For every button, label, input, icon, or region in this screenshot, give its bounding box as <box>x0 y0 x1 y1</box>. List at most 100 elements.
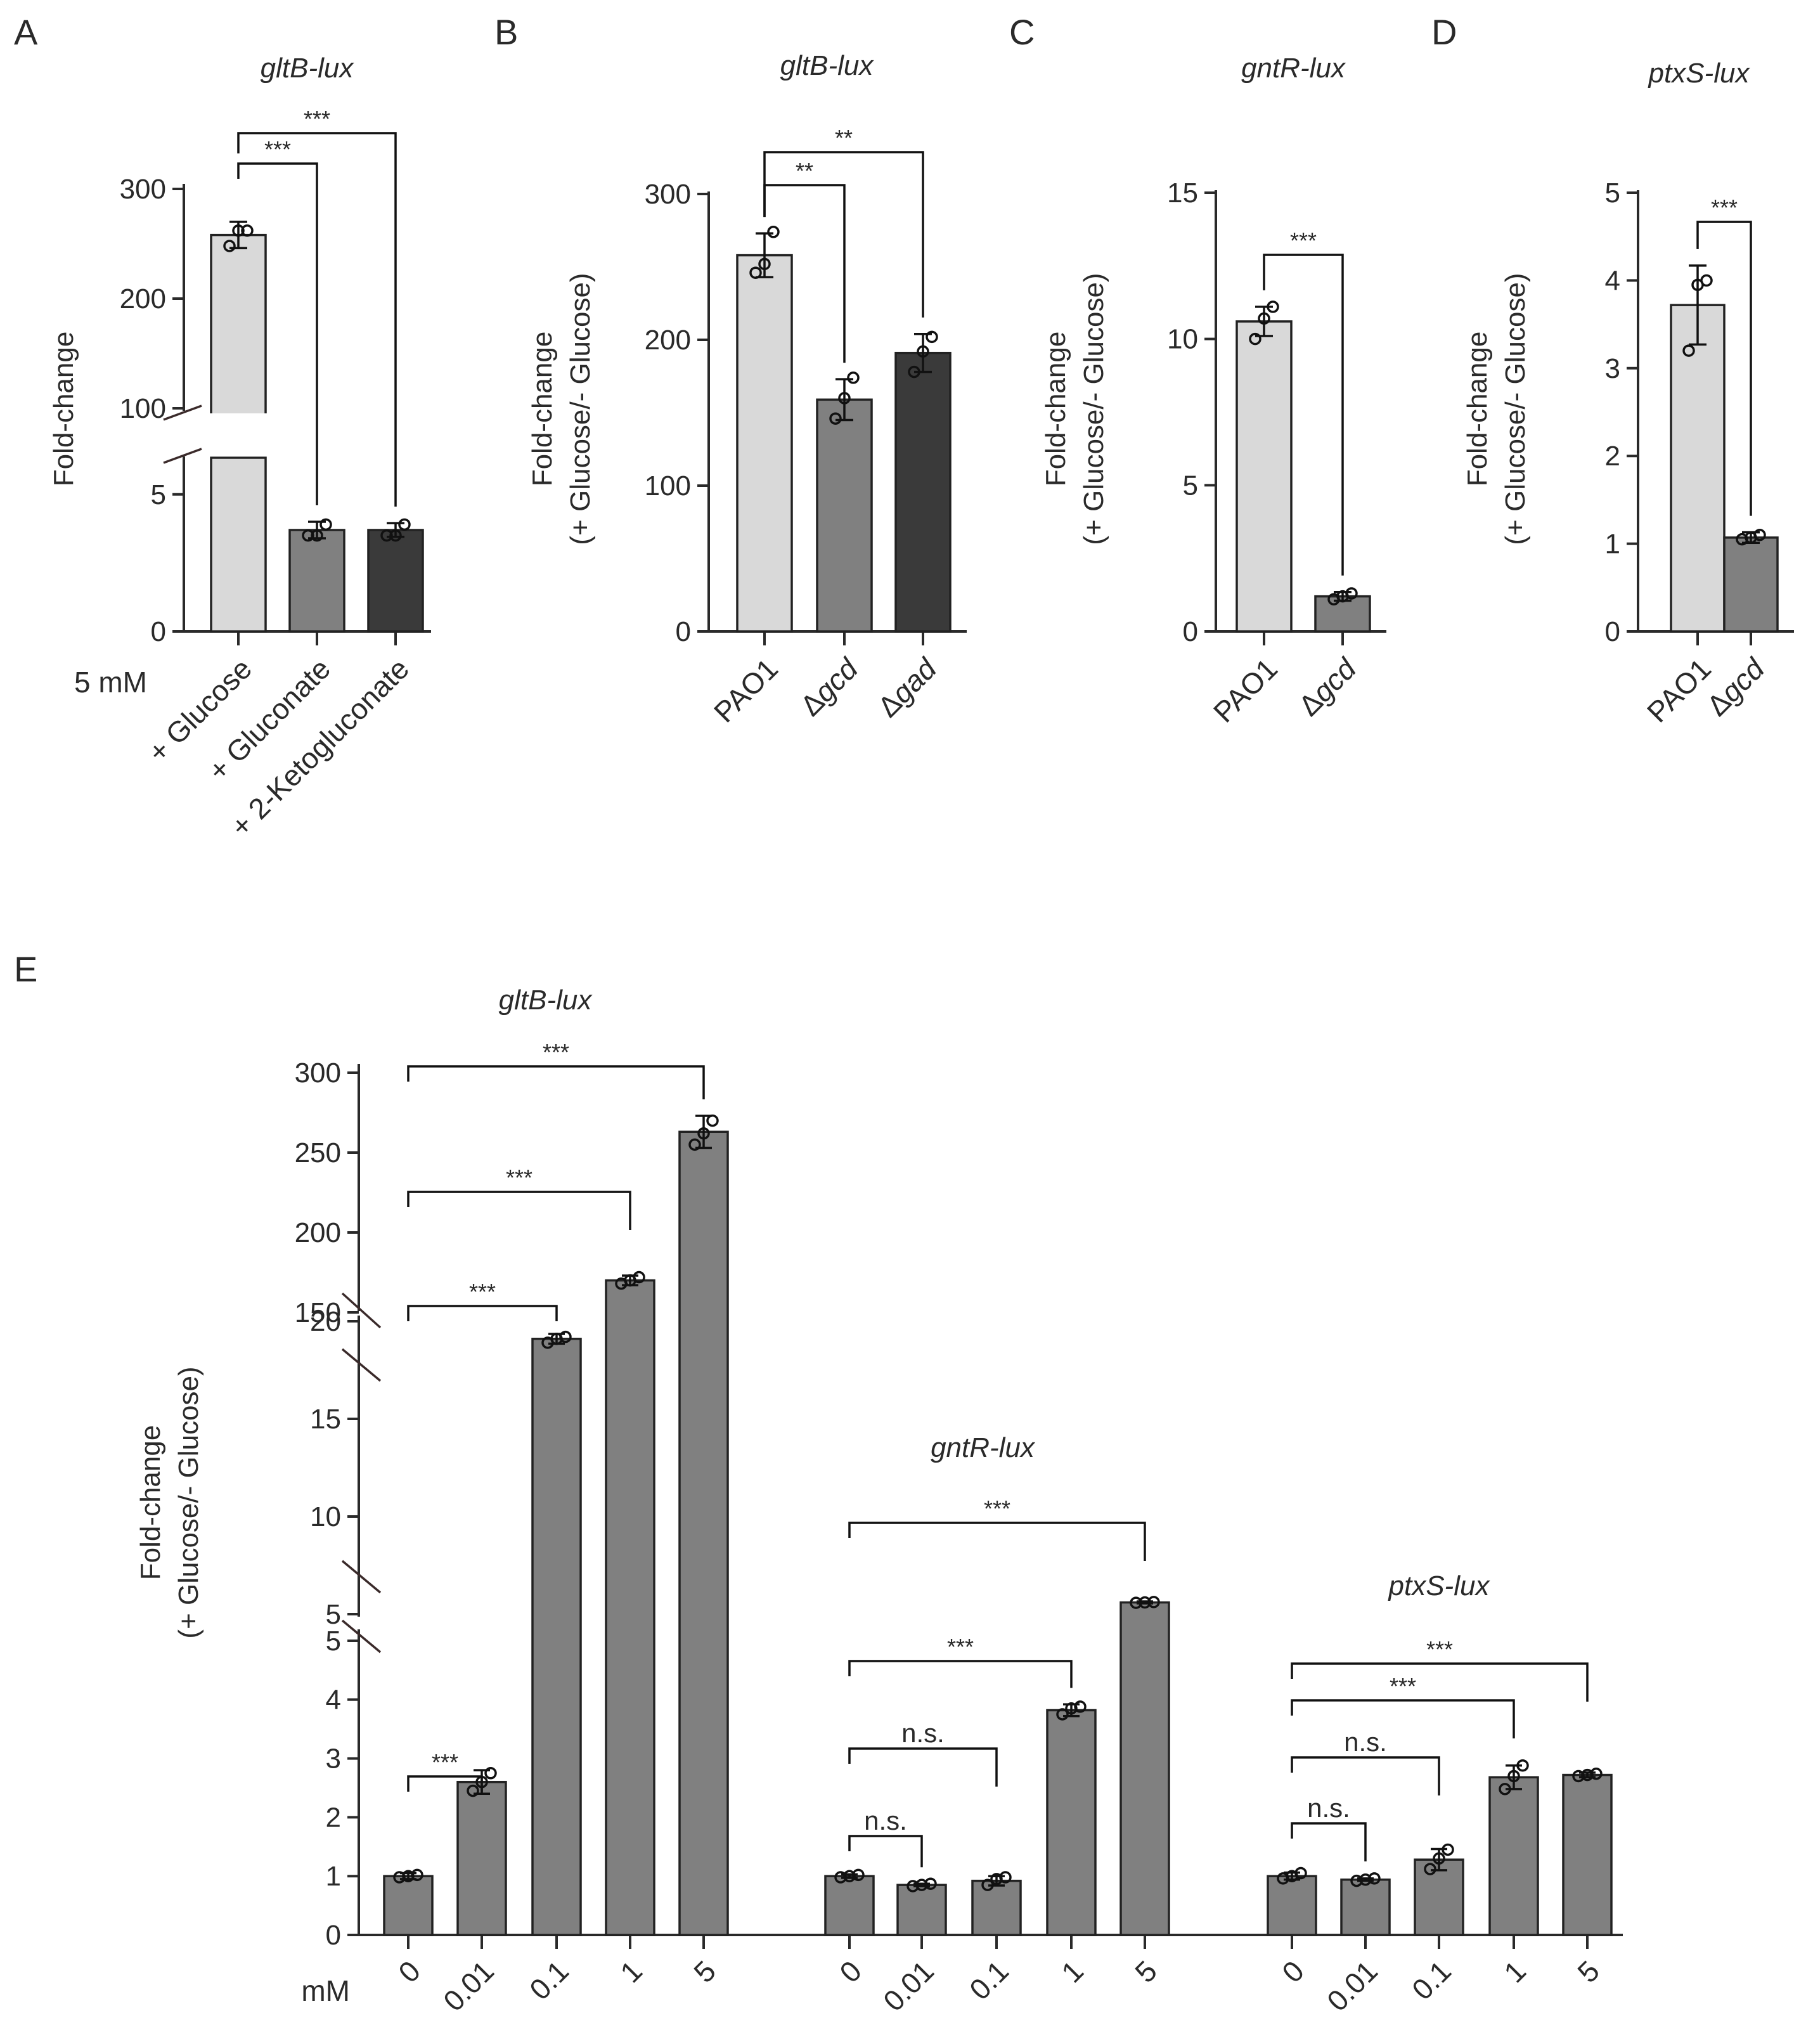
pD-ylabel-line: Fold-change <box>1462 332 1493 487</box>
pE-x-unit-label: mM <box>301 1974 350 2007</box>
pE-bar <box>1340 1879 1391 1936</box>
pE-ytick-label: 5 <box>326 1599 341 1630</box>
pC-category-label: PAO1 <box>1207 652 1284 728</box>
pD-ytick-label: 3 <box>1605 353 1620 384</box>
pA-point <box>241 224 254 237</box>
pE-bar <box>605 1279 655 1936</box>
pB-bar <box>736 254 793 633</box>
pE-series-title: gntR-lux <box>931 1432 1036 1463</box>
pC-ytick-label: 15 <box>1167 178 1198 209</box>
pE-significance-line <box>1291 1756 1440 1795</box>
pB-ylabel: Fold-change (+ Glucose/- Glucose) <box>527 273 596 545</box>
pD-ylabel-line: (+ Glucose/- Glucose) <box>1500 273 1531 545</box>
pE-category-label: 1 <box>1055 1954 1090 1989</box>
pC-point <box>1258 312 1270 325</box>
pE-point <box>1139 1596 1151 1609</box>
pC-point <box>1267 301 1279 313</box>
pB-category-label: Δgcd <box>794 651 865 722</box>
pE-significance-line <box>848 1660 1073 1688</box>
pE-bar <box>1414 1858 1464 1936</box>
pE-errorbar <box>1284 1871 1300 1881</box>
pE-ytick-label: 250 <box>295 1137 341 1168</box>
panel-label-e: E <box>14 949 37 989</box>
pD-ytick-label: 1 <box>1605 529 1620 560</box>
pE-bar <box>456 1780 507 1936</box>
pE-point <box>1294 1866 1307 1880</box>
pA-ylabel-line: Fold-change <box>48 332 79 487</box>
pA-point <box>232 224 245 237</box>
pD-ytick-label: 4 <box>1605 265 1620 296</box>
pB-ylabel-line: (+ Glucose/- Glucose) <box>565 273 596 545</box>
pA-bar-upper <box>210 233 267 417</box>
pB-bar <box>816 398 873 633</box>
pE-significance-label: *** <box>506 1165 532 1191</box>
pE-significance-line <box>848 1522 1146 1561</box>
pD-ylabel: Fold-change (+ Glucose/- Glucose) <box>1462 273 1531 545</box>
pA-bar <box>367 529 424 633</box>
panel-label-c: C <box>1009 12 1035 52</box>
pE-significance-label: *** <box>543 1039 569 1065</box>
pA-point <box>398 518 411 531</box>
pE-significance-line <box>407 1775 483 1792</box>
pE-category-label: 0.1 <box>523 1954 575 2006</box>
pD-significance-line <box>1696 221 1752 516</box>
pC-point <box>1249 332 1261 346</box>
pD-significance-label: *** <box>1711 195 1738 221</box>
pE-category-label: 5 <box>687 1954 722 1989</box>
pE-bar <box>678 1130 729 1936</box>
pE-bar <box>1046 1709 1097 1936</box>
pE-significance-line <box>1291 1662 1589 1702</box>
pE-point <box>1590 1767 1603 1780</box>
pB-significance-label: ** <box>796 158 813 184</box>
pE-point <box>999 1871 1012 1884</box>
pA-bar-lower <box>210 456 267 633</box>
pE-axis-break-lower <box>341 1560 382 1653</box>
pE-category-label: 0.1 <box>963 1954 1015 2006</box>
pA-point <box>302 529 314 542</box>
pE-point <box>1442 1843 1454 1856</box>
pA-point <box>380 529 393 542</box>
pA-point <box>311 529 323 542</box>
pB-category-label: PAO1 <box>707 652 784 728</box>
panel-label-d: D <box>1431 12 1457 52</box>
pD-ytick-label: 0 <box>1605 616 1620 647</box>
pA-ylabel: Fold-change <box>48 332 79 487</box>
pE-point <box>484 1767 497 1780</box>
pC-ylabel-line: (+ Glucose/- Glucose) <box>1078 273 1109 545</box>
pE-bar <box>971 1879 1022 1936</box>
pC-significance-label: *** <box>1290 228 1317 254</box>
pB-point <box>749 266 762 279</box>
pE-category-label: 0.01 <box>1320 1954 1384 2017</box>
pE-significance-label: n.s. <box>1344 1727 1387 1757</box>
pD-ytick-label: 2 <box>1605 441 1620 472</box>
pE-significance-line <box>848 1835 923 1868</box>
pB-point <box>908 365 920 378</box>
pE-point <box>706 1114 719 1127</box>
pA-axis-break <box>163 404 202 464</box>
pE-point <box>981 1879 994 1891</box>
pE-ytick-label: 20 <box>310 1306 341 1337</box>
pE-ytick-label: 10 <box>310 1501 341 1532</box>
pE-category-label: 0 <box>1275 1954 1310 1989</box>
pC-ylabel: Fold-change (+ Glucose/- Glucose) <box>1040 273 1109 545</box>
pE-ytick-label: 0 <box>326 1920 341 1951</box>
pE-point <box>688 1138 701 1151</box>
pE-significance-label: *** <box>469 1279 496 1305</box>
pA-bar-gap <box>209 413 268 456</box>
pD-category-label: PAO1 <box>1641 652 1717 728</box>
pE-category-label: 0.1 <box>1405 1954 1457 2006</box>
pE-point <box>1056 1708 1069 1721</box>
pD-bar <box>1723 536 1779 633</box>
pE-significance-line <box>407 1305 558 1321</box>
pE-category-label: 1 <box>614 1954 648 1989</box>
pC-bar <box>1236 320 1293 633</box>
pA-point <box>319 518 332 531</box>
pA-ytick-label: 300 <box>120 174 166 205</box>
pB-ytick-label: 0 <box>676 616 691 647</box>
pD-point <box>1682 344 1695 357</box>
pE-significance-line <box>1291 1822 1367 1861</box>
pA-ytick-label: 200 <box>120 283 166 314</box>
